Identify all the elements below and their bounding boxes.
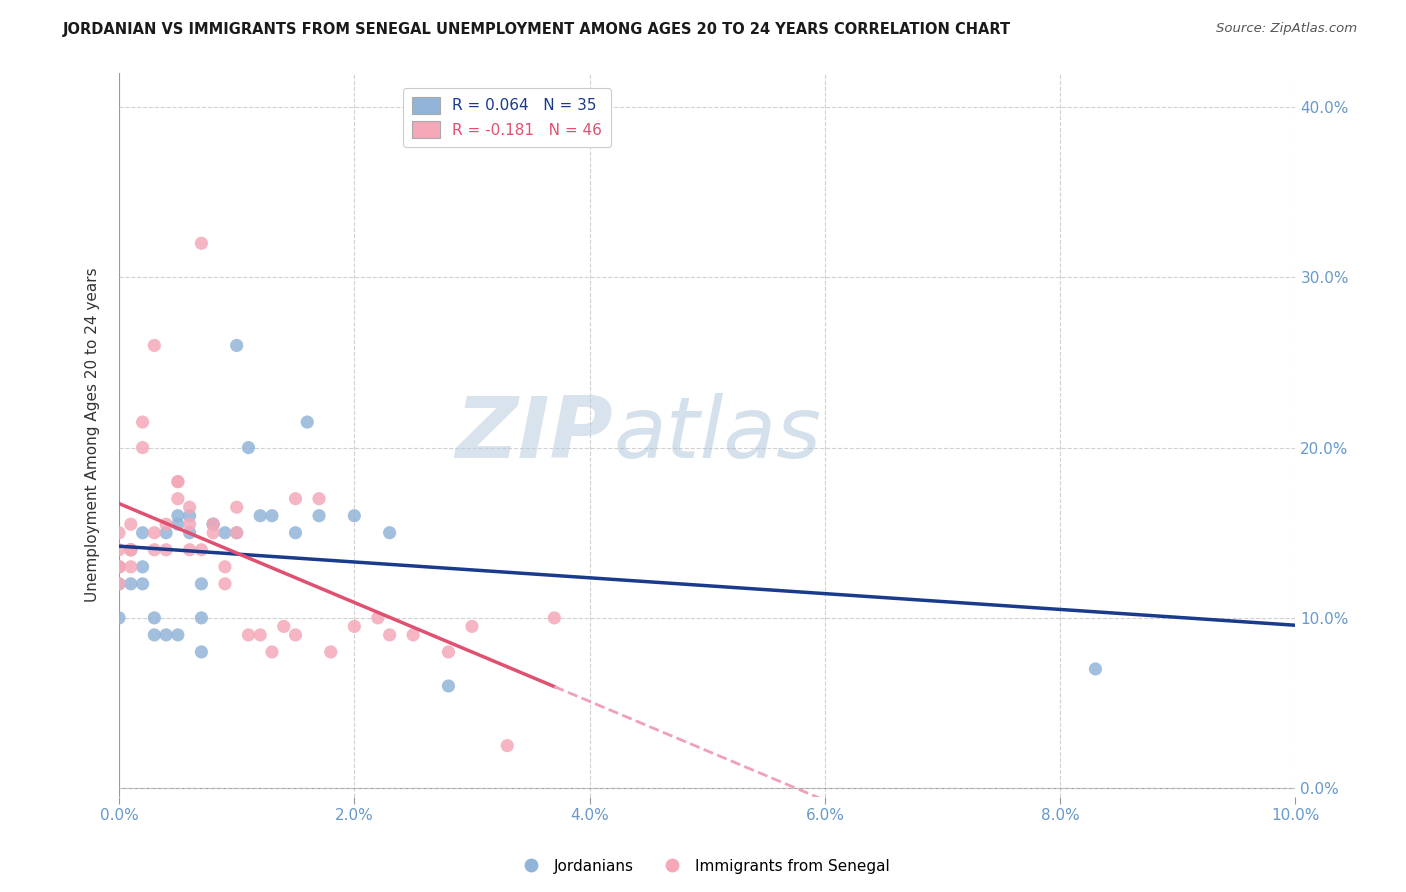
- Point: [131, 525, 153, 540]
- Legend: R = 0.064   N = 35, R = -0.181   N = 46: R = 0.064 N = 35, R = -0.181 N = 46: [404, 87, 612, 147]
- Point: [319, 645, 342, 659]
- Point: [190, 645, 212, 659]
- Point: [167, 475, 190, 489]
- Point: [343, 619, 366, 633]
- Point: [437, 645, 460, 659]
- Y-axis label: Unemployment Among Ages 20 to 24 years: Unemployment Among Ages 20 to 24 years: [86, 268, 100, 602]
- Point: [108, 559, 131, 574]
- Point: [179, 525, 201, 540]
- Point: [179, 508, 201, 523]
- Point: [238, 441, 260, 455]
- Point: [155, 517, 177, 532]
- Point: [225, 525, 247, 540]
- Point: [143, 542, 166, 557]
- Point: [378, 628, 401, 642]
- Point: [225, 525, 247, 540]
- Point: [543, 611, 565, 625]
- Point: [167, 475, 190, 489]
- Point: [143, 525, 166, 540]
- Point: [249, 508, 271, 523]
- Point: [108, 559, 131, 574]
- Point: [179, 517, 201, 532]
- Point: [308, 491, 330, 506]
- Point: [367, 611, 389, 625]
- Point: [202, 517, 225, 532]
- Point: [343, 508, 366, 523]
- Point: [496, 739, 519, 753]
- Point: [108, 542, 131, 557]
- Point: [143, 628, 166, 642]
- Point: [225, 338, 247, 352]
- Point: [378, 525, 401, 540]
- Point: [167, 628, 190, 642]
- Point: [1084, 662, 1107, 676]
- Point: [308, 508, 330, 523]
- Point: [120, 542, 142, 557]
- Point: [179, 542, 201, 557]
- Point: [120, 542, 142, 557]
- Point: [143, 611, 166, 625]
- Point: [131, 559, 153, 574]
- Point: [214, 559, 236, 574]
- Point: [202, 525, 225, 540]
- Point: [190, 611, 212, 625]
- Point: [143, 338, 166, 352]
- Point: [179, 500, 201, 515]
- Point: [108, 559, 131, 574]
- Point: [284, 525, 307, 540]
- Point: [108, 577, 131, 591]
- Point: [190, 236, 212, 251]
- Text: ZIP: ZIP: [456, 393, 613, 476]
- Point: [120, 517, 142, 532]
- Point: [214, 525, 236, 540]
- Point: [190, 542, 212, 557]
- Point: [167, 508, 190, 523]
- Point: [249, 628, 271, 642]
- Point: [131, 577, 153, 591]
- Point: [214, 577, 236, 591]
- Point: [155, 525, 177, 540]
- Point: [108, 577, 131, 591]
- Point: [260, 508, 283, 523]
- Point: [120, 542, 142, 557]
- Point: [284, 628, 307, 642]
- Point: [238, 628, 260, 642]
- Point: [284, 491, 307, 506]
- Point: [437, 679, 460, 693]
- Text: Source: ZipAtlas.com: Source: ZipAtlas.com: [1216, 22, 1357, 36]
- Point: [297, 415, 319, 429]
- Point: [402, 628, 425, 642]
- Point: [202, 517, 225, 532]
- Point: [225, 500, 247, 515]
- Point: [190, 577, 212, 591]
- Text: atlas: atlas: [613, 393, 821, 476]
- Point: [167, 517, 190, 532]
- Point: [461, 619, 484, 633]
- Text: JORDANIAN VS IMMIGRANTS FROM SENEGAL UNEMPLOYMENT AMONG AGES 20 TO 24 YEARS CORR: JORDANIAN VS IMMIGRANTS FROM SENEGAL UNE…: [63, 22, 1011, 37]
- Point: [131, 415, 153, 429]
- Point: [202, 517, 225, 532]
- Point: [273, 619, 295, 633]
- Point: [108, 525, 131, 540]
- Point: [131, 441, 153, 455]
- Point: [120, 559, 142, 574]
- Point: [155, 542, 177, 557]
- Point: [155, 628, 177, 642]
- Legend: Jordanians, Immigrants from Senegal: Jordanians, Immigrants from Senegal: [510, 853, 896, 880]
- Point: [260, 645, 283, 659]
- Point: [167, 491, 190, 506]
- Point: [120, 577, 142, 591]
- Point: [108, 611, 131, 625]
